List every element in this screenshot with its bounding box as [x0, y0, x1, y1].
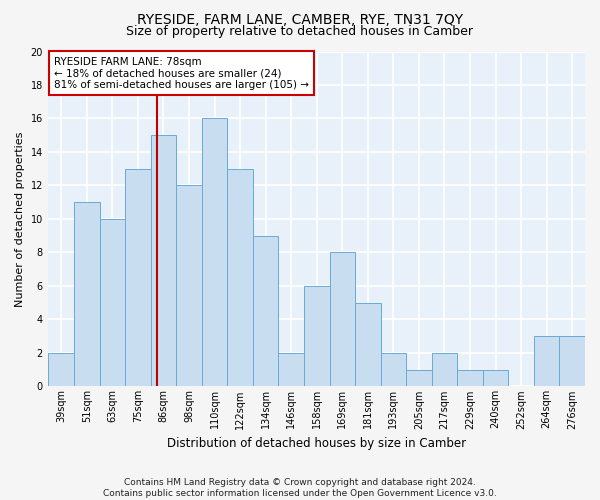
Bar	[74, 202, 100, 386]
Text: RYESIDE FARM LANE: 78sqm
← 18% of detached houses are smaller (24)
81% of semi-d: RYESIDE FARM LANE: 78sqm ← 18% of detach…	[54, 56, 309, 90]
Bar	[380, 353, 406, 386]
Bar	[457, 370, 483, 386]
Bar	[559, 336, 585, 386]
Y-axis label: Number of detached properties: Number of detached properties	[15, 132, 25, 306]
Bar	[151, 135, 176, 386]
Text: Contains HM Land Registry data © Crown copyright and database right 2024.
Contai: Contains HM Land Registry data © Crown c…	[103, 478, 497, 498]
X-axis label: Distribution of detached houses by size in Camber: Distribution of detached houses by size …	[167, 437, 466, 450]
Bar	[100, 219, 125, 386]
Bar	[483, 370, 508, 386]
Text: RYESIDE, FARM LANE, CAMBER, RYE, TN31 7QY: RYESIDE, FARM LANE, CAMBER, RYE, TN31 7Q…	[137, 12, 463, 26]
Bar	[176, 186, 202, 386]
Bar	[278, 353, 304, 386]
Bar	[227, 168, 253, 386]
Bar	[355, 302, 380, 386]
Bar	[253, 236, 278, 386]
Bar	[125, 168, 151, 386]
Bar	[329, 252, 355, 386]
Text: Size of property relative to detached houses in Camber: Size of property relative to detached ho…	[127, 25, 473, 38]
Bar	[202, 118, 227, 386]
Bar	[534, 336, 559, 386]
Bar	[406, 370, 432, 386]
Bar	[49, 353, 74, 386]
Bar	[432, 353, 457, 386]
Bar	[304, 286, 329, 386]
